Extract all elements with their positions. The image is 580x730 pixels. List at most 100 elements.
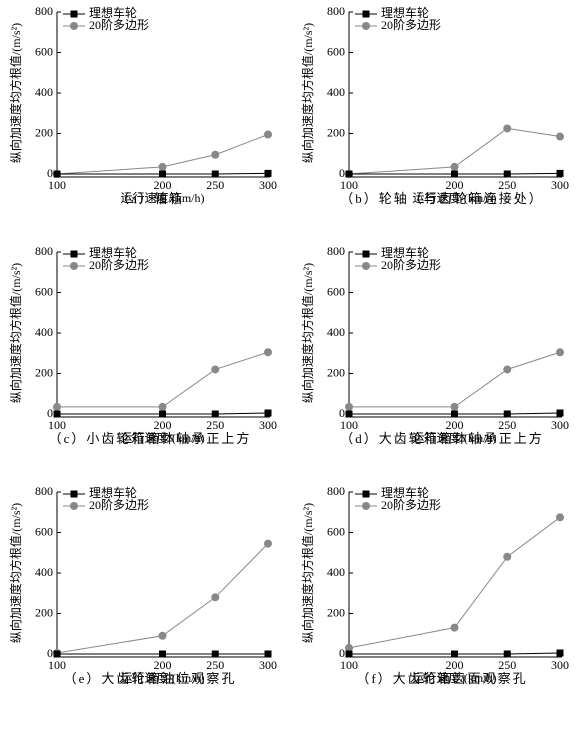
legend-label: 20阶多边形: [89, 18, 149, 32]
x-axis-label: 运行速度/(km/h): [413, 190, 497, 205]
caption: （f）大齿轮箱齿面观察孔: [356, 671, 527, 686]
legend-marker: [362, 22, 370, 30]
legend-marker: [70, 250, 78, 258]
marker: [264, 539, 272, 548]
marker: [503, 650, 511, 658]
series-line: [349, 172, 561, 175]
marker: [503, 365, 512, 374]
y-axis-label: 纵向加速度均方根值/(m/s²): [8, 503, 23, 643]
x-tick-label: 100: [48, 418, 66, 432]
marker: [503, 410, 511, 418]
y-tick-label: 800: [35, 4, 53, 18]
y-tick-label: 400: [35, 325, 53, 339]
legend-label: 20阶多边形: [381, 258, 441, 272]
caption: （b）轮轴（与齿轮箱连接处）: [340, 191, 544, 206]
marker: [53, 410, 61, 418]
series-line: [348, 127, 561, 175]
marker: [451, 170, 458, 178]
caption: （d）大齿轮箱箱体轴承正上方: [340, 431, 544, 446]
y-tick-label: 200: [35, 365, 53, 379]
marker: [503, 170, 511, 178]
x-tick-label: 200: [446, 178, 464, 192]
y-axis-label: 纵向加速度均方根值/(m/s²): [300, 263, 315, 403]
marker: [264, 169, 272, 177]
legend-marker: [362, 250, 370, 258]
legend-marker: [362, 10, 370, 18]
legend-label: 理想车轮: [89, 5, 137, 20]
legend-label: 理想车轮: [89, 245, 137, 260]
y-tick-label: 400: [327, 565, 345, 579]
x-tick-label: 250: [206, 658, 224, 672]
x-tick-label: 250: [498, 178, 516, 192]
x-tick-label: 300: [259, 178, 277, 192]
legend-label: 20阶多边形: [381, 498, 441, 512]
marker: [158, 402, 167, 411]
marker: [264, 348, 272, 357]
marker: [503, 124, 512, 133]
marker: [211, 170, 219, 178]
x-tick-label: 300: [551, 658, 569, 672]
x-tick-label: 300: [551, 418, 569, 432]
series-line: [57, 351, 269, 408]
x-tick-label: 200: [154, 418, 172, 432]
y-tick-label: 600: [35, 524, 53, 538]
legend-label: 20阶多边形: [89, 498, 149, 512]
x-tick-label: 100: [48, 658, 66, 672]
marker: [211, 593, 220, 602]
marker: [451, 410, 458, 418]
marker: [345, 643, 353, 652]
legend-marker: [362, 490, 370, 498]
x-tick-label: 100: [48, 178, 66, 192]
x-tick-label: 250: [206, 178, 224, 192]
x-axis-label: 运行速度/(km/h): [413, 430, 497, 445]
marker: [211, 650, 219, 658]
y-tick-label: 200: [327, 125, 345, 139]
y-tick-label: 600: [327, 524, 345, 538]
series-line: [349, 652, 561, 655]
legend-label: 理想车轮: [381, 485, 429, 500]
marker: [345, 650, 353, 658]
x-tick-label: 100: [340, 418, 358, 432]
legend-label: 20阶多边形: [381, 18, 441, 32]
marker: [556, 132, 564, 141]
legend-marker: [70, 10, 78, 18]
x-tick-label: 100: [340, 178, 358, 192]
y-tick-label: 400: [327, 325, 345, 339]
legend-label: 20阶多边形: [89, 258, 149, 272]
series-line: [349, 412, 561, 415]
x-tick-label: 200: [154, 178, 172, 192]
series-line: [56, 543, 269, 654]
y-tick-label: 0: [339, 646, 345, 660]
x-tick-label: 200: [446, 418, 464, 432]
y-tick-label: 600: [327, 44, 345, 58]
marker: [211, 150, 220, 159]
marker: [450, 402, 459, 411]
y-tick-label: 800: [327, 244, 345, 258]
marker: [158, 631, 167, 640]
marker: [451, 650, 458, 658]
marker: [345, 410, 353, 418]
marker: [264, 650, 272, 658]
x-tick-label: 200: [154, 658, 172, 672]
y-axis-label: 纵向加速度均方根值/(m/s²): [300, 23, 315, 163]
legend-marker: [70, 490, 78, 498]
y-tick-label: 0: [339, 406, 345, 420]
marker: [53, 170, 61, 178]
y-axis-label: 纵向加速度均方根值/(m/s²): [8, 263, 23, 403]
x-tick-label: 250: [498, 658, 516, 672]
marker: [556, 348, 564, 357]
y-tick-label: 600: [35, 284, 53, 298]
marker: [450, 162, 459, 171]
caption: （e）大齿轮箱油位观察孔: [64, 671, 237, 686]
y-tick-label: 0: [47, 406, 53, 420]
y-tick-label: 200: [35, 605, 53, 619]
marker: [503, 552, 512, 561]
marker: [556, 169, 564, 177]
y-tick-label: 0: [47, 646, 53, 660]
legend-label: 理想车轮: [89, 485, 137, 500]
legend-label: 理想车轮: [381, 245, 429, 260]
x-tick-label: 100: [340, 658, 358, 672]
y-tick-label: 200: [35, 125, 53, 139]
marker: [264, 130, 272, 139]
